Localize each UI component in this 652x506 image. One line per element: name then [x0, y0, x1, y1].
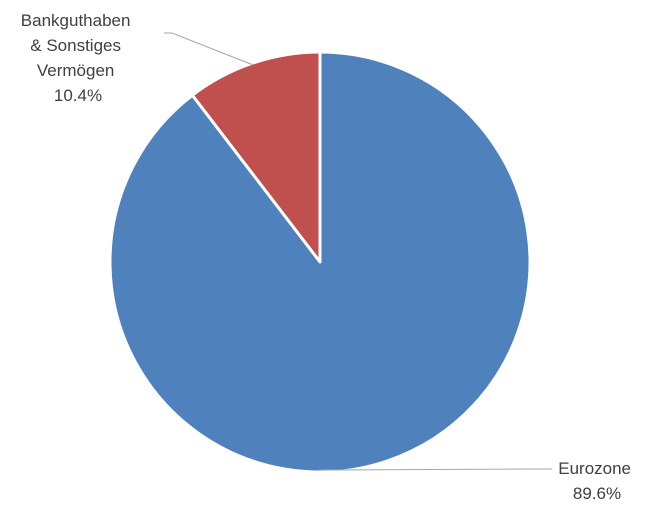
slice-name-line: Eurozone: [558, 459, 631, 478]
slice-percent: 89.6%: [573, 484, 621, 503]
slice-name-line: Vermögen: [37, 61, 115, 80]
slice-labels: Bankguthaben & Sonstiges Vermögen 10.4% …: [21, 11, 636, 503]
leader-line-bankguthaben: [164, 32, 254, 66]
slice-name-line: & Sonstiges: [30, 36, 121, 55]
leader-line-eurozone: [319, 468, 552, 471]
leader-lines: [164, 32, 552, 471]
slice-label-eurozone: Eurozone 89.6%: [558, 459, 636, 503]
slice-name-line: Bankguthaben: [21, 11, 131, 30]
pie-slice-bankguthaben: [190, 50, 322, 264]
pie-slices: [108, 50, 532, 474]
pie-slice-eurozone: [108, 50, 532, 474]
slice-label-bankguthaben: Bankguthaben & Sonstiges Vermögen 10.4%: [21, 11, 135, 105]
slice-percent: 10.4%: [54, 86, 102, 105]
